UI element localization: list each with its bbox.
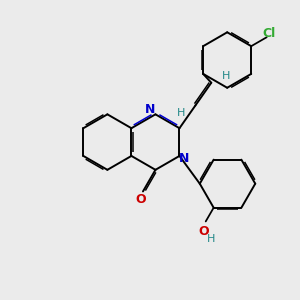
Text: O: O	[198, 225, 209, 238]
Text: O: O	[136, 193, 146, 206]
Text: Cl: Cl	[262, 27, 275, 40]
Text: H: H	[206, 234, 215, 244]
Text: H: H	[222, 71, 230, 81]
Text: N: N	[179, 152, 190, 165]
Text: N: N	[145, 103, 156, 116]
Text: H: H	[176, 108, 185, 118]
